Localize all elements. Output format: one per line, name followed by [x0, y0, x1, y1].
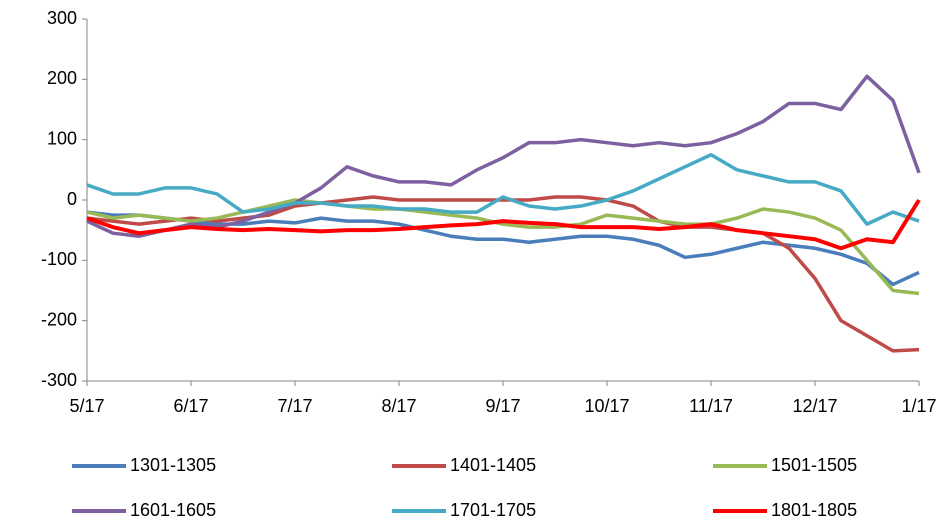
y-tick-label: -200: [41, 309, 77, 329]
series-line: [86, 74, 921, 238]
legend-label: 1801-1805: [771, 500, 857, 520]
x-tick-label: 12/17: [792, 396, 837, 416]
y-tick-label: 200: [47, 68, 77, 88]
legend-label: 1401-1405: [450, 455, 536, 475]
x-tick-label: 10/17: [584, 396, 629, 416]
y-tick-label: -300: [41, 370, 77, 390]
x-tick-label: 7/17: [277, 396, 312, 416]
legend-label: 1301-1305: [130, 455, 216, 475]
series-line: [86, 153, 920, 226]
y-tick-label: 300: [47, 8, 77, 28]
series-line: [86, 198, 921, 251]
legend-label: 1701-1705: [450, 500, 536, 520]
legend-label: 1601-1605: [130, 500, 216, 520]
series-line: [86, 195, 920, 353]
x-tick-label: 1/17: [901, 396, 936, 416]
y-tick-label: -100: [41, 249, 77, 269]
x-tick-label: 8/17: [381, 396, 416, 416]
x-tick-label: 5/17: [69, 396, 104, 416]
x-tick-label: 6/17: [173, 396, 208, 416]
legend-label: 1501-1505: [771, 455, 857, 475]
x-tick-label: 11/17: [689, 396, 733, 416]
x-tick-label: 9/17: [485, 396, 520, 416]
y-tick-label: 0: [67, 189, 77, 209]
series-line: [86, 198, 920, 296]
y-tick-label: 100: [47, 128, 77, 148]
